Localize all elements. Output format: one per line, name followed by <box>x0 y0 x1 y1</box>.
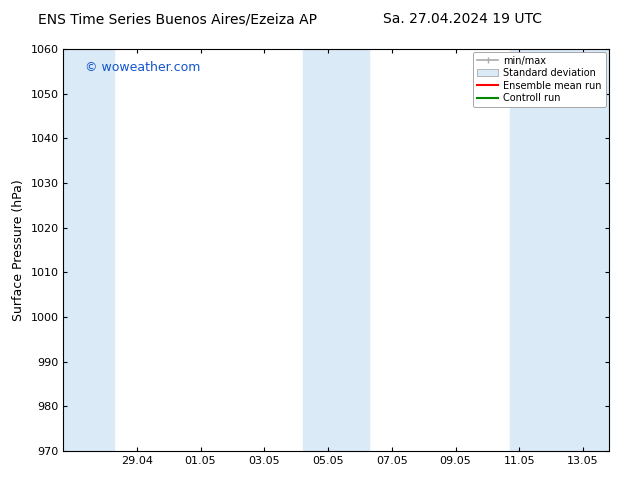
Text: ENS Time Series Buenos Aires/Ezeiza AP: ENS Time Series Buenos Aires/Ezeiza AP <box>38 12 317 26</box>
Text: © woweather.com: © woweather.com <box>85 61 200 74</box>
Bar <box>302 49 370 451</box>
Legend: min/max, Standard deviation, Ensemble mean run, Controll run: min/max, Standard deviation, Ensemble me… <box>473 52 605 107</box>
Text: Sa. 27.04.2024 19 UTC: Sa. 27.04.2024 19 UTC <box>384 12 542 26</box>
Bar <box>63 49 114 451</box>
Bar <box>510 49 609 451</box>
Y-axis label: Surface Pressure (hPa): Surface Pressure (hPa) <box>12 179 25 321</box>
